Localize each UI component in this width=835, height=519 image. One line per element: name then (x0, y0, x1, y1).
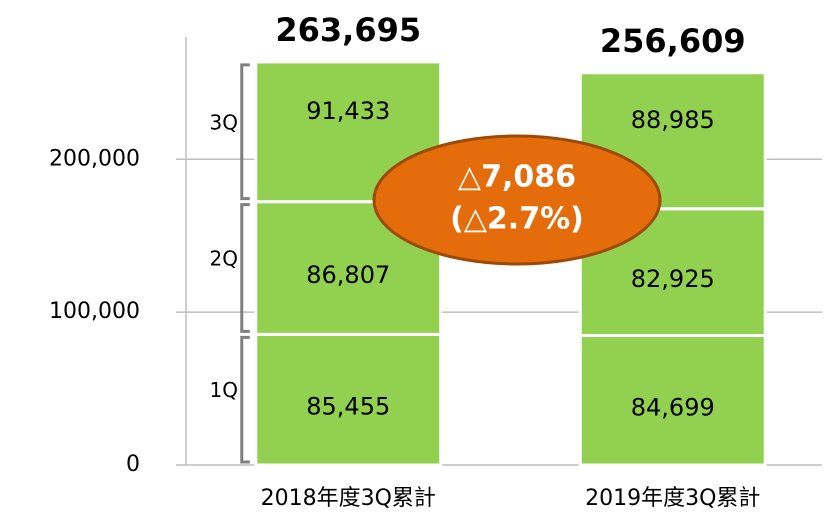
bracket (240, 203, 250, 333)
value-label: 84,699 (631, 393, 715, 421)
x-tick-label: 2018年度3Q累計 (261, 486, 436, 511)
y-tick-label: 200,000 (49, 146, 140, 171)
value-label: 88,985 (631, 106, 715, 134)
y-tick-label: 0 (126, 452, 140, 477)
annotation-bubble (372, 134, 662, 266)
value-label: 86,807 (306, 261, 390, 289)
value-label: 91,433 (306, 97, 390, 125)
total-label: 263,695 (275, 11, 421, 49)
y-tick-label: 100,000 (49, 299, 140, 324)
bar-segment (254, 332, 443, 467)
series-label: 3Q (210, 110, 238, 134)
bracket (240, 335, 250, 464)
series-label: 2Q (210, 247, 238, 271)
series-label: 1Q (210, 378, 238, 402)
annotation-text: △7,086 (458, 160, 576, 195)
bracket (240, 63, 250, 201)
value-label: 82,925 (631, 265, 715, 293)
bar-segment (254, 200, 443, 336)
total-label: 256,609 (600, 22, 746, 60)
value-label: 85,455 (306, 393, 390, 421)
x-tick-label: 2019年度3Q累計 (585, 486, 760, 511)
annotation-text: (△2.7%) (450, 202, 584, 237)
